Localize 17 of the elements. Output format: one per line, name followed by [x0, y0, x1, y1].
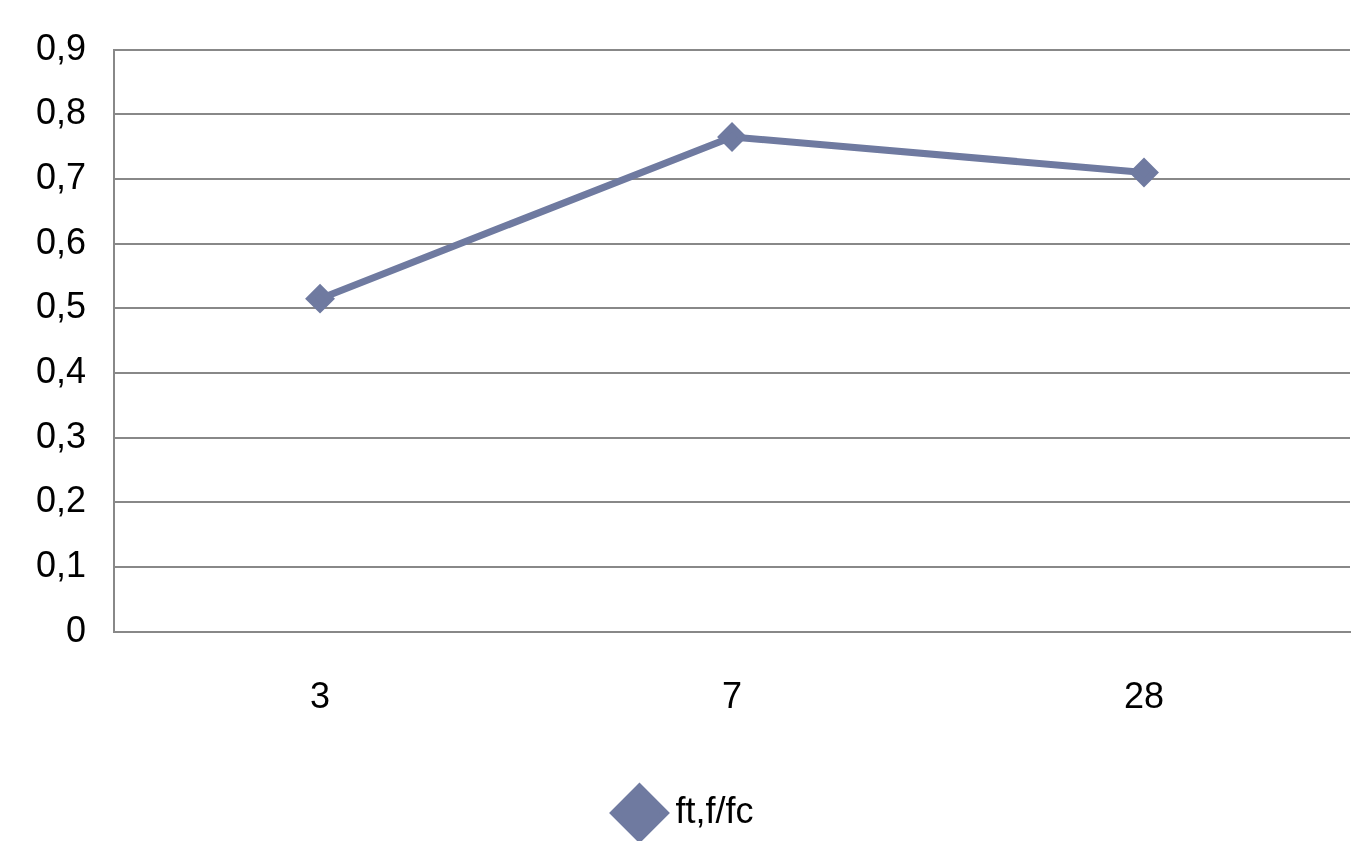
x-tick-label: 7 [722, 675, 743, 717]
y-tick-label: 0,5 [36, 285, 87, 327]
x-tick-label: 28 [1123, 675, 1165, 717]
y-tick-label: 0,4 [36, 349, 87, 391]
point [306, 285, 334, 313]
legend-label: ft,f/fc [675, 789, 754, 831]
point [718, 123, 746, 151]
y-tick-label: 0,6 [36, 220, 87, 262]
y-tick-label: 0 [66, 608, 87, 650]
x-tick-label: 3 [310, 675, 331, 717]
y-tick-label: 0,9 [36, 26, 87, 68]
y-tick-label: 0,2 [36, 479, 87, 521]
y-tick-label: 0,3 [36, 414, 87, 456]
point [1130, 159, 1158, 187]
y-tick-label: 0,7 [36, 155, 87, 197]
y-tick-label: 0,8 [36, 91, 87, 133]
y-tick-label: 0,1 [36, 544, 87, 586]
